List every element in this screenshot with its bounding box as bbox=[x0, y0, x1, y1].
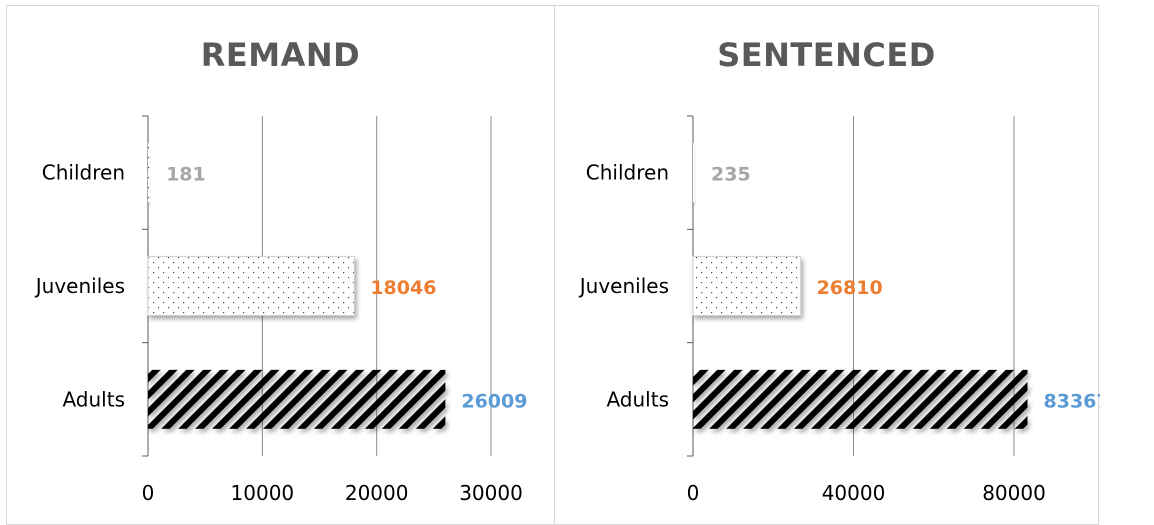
chart-title: REMAND bbox=[200, 36, 361, 74]
remand-chart-panel: REMAND Children 181 Juveniles 18046 Adults 26… bbox=[6, 5, 555, 525]
category-label: Adults bbox=[62, 387, 125, 411]
data-label: 235 bbox=[711, 164, 751, 186]
bar-juveniles bbox=[147, 256, 355, 316]
data-label: 83367 bbox=[1044, 390, 1100, 412]
data-label: 181 bbox=[166, 164, 206, 186]
data-label: 18046 bbox=[370, 277, 436, 299]
bar-juveniles bbox=[692, 256, 802, 316]
sentenced-chart-panel: SENTENCED Children 235 Juveniles 26810 Adult… bbox=[554, 5, 1100, 525]
bar-children bbox=[693, 143, 695, 203]
category-label: Adults bbox=[606, 387, 669, 411]
x-tick-label: 10000 bbox=[231, 481, 295, 505]
chart-title: SENTENCED bbox=[717, 36, 936, 74]
x-tick-label: 0 bbox=[687, 481, 700, 505]
category-label: Juveniles bbox=[578, 274, 669, 298]
category-label: Children bbox=[42, 161, 125, 185]
sentenced-chart: Children 235 Juveniles 26810 Adults 83367 0 400… bbox=[578, 115, 1100, 505]
x-tick-label: 40000 bbox=[822, 481, 886, 505]
bar-adults bbox=[693, 369, 1028, 429]
bar-children bbox=[148, 143, 151, 203]
category-label: Juveniles bbox=[34, 274, 125, 298]
x-tick-label: 0 bbox=[142, 481, 155, 505]
bar-adults bbox=[148, 369, 446, 429]
data-label: 26009 bbox=[461, 390, 527, 412]
data-label: 26810 bbox=[817, 277, 883, 299]
remand-chart: Children 181 Juveniles 18046 Adults 26009 0 100… bbox=[34, 115, 527, 505]
category-label: Children bbox=[586, 161, 669, 185]
x-tick-label: 30000 bbox=[459, 481, 523, 505]
x-tick-label: 20000 bbox=[345, 481, 409, 505]
x-tick-label: 80000 bbox=[982, 481, 1046, 505]
